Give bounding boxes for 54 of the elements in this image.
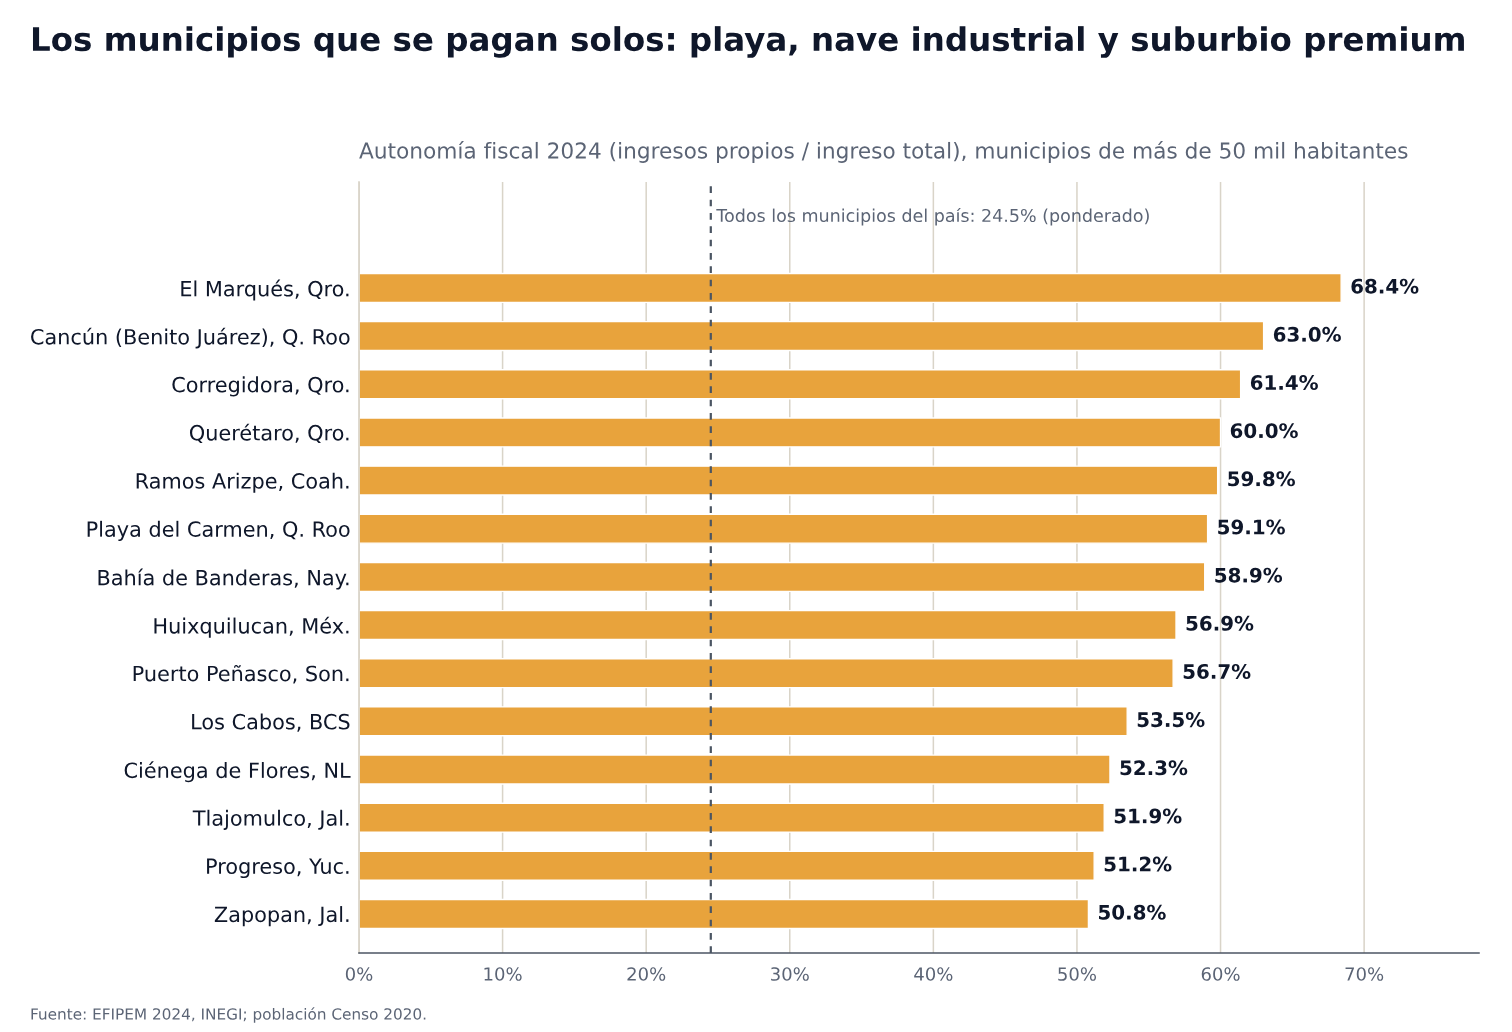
bar <box>359 850 1095 881</box>
y-tick-label: El Marqués, Qro. <box>181 279 349 301</box>
y-tick-label: Zapopan, Jal. <box>214 906 349 927</box>
y-tick-label: Puerto Peñasco, Son. <box>133 664 349 684</box>
y-tick-label: Playa del Carmen, Q. Roo <box>87 520 350 541</box>
x-tick-label: 50% <box>1058 967 1097 981</box>
data-label: 56.7% <box>1183 663 1251 679</box>
source-note: Fuente: EFIPEM 2024, INEGI; población Censo 2020. <box>31 1007 426 1023</box>
y-tick-label: Los Cabos, BCS <box>192 713 350 732</box>
data-label: 59.1% <box>1218 519 1285 535</box>
bar <box>359 320 1265 352</box>
bar <box>359 465 1219 496</box>
data-label: 59.8% <box>1228 471 1295 487</box>
data-label: 60.0% <box>1230 423 1298 439</box>
y-tick-label: Tlajomulco, Jal. <box>192 809 349 830</box>
bar <box>359 898 1090 930</box>
bar <box>359 272 1342 304</box>
data-label: 50.8% <box>1099 904 1166 920</box>
bar <box>359 802 1105 833</box>
bar <box>359 561 1206 593</box>
data-label: 52.3% <box>1120 760 1188 776</box>
y-tick-label: Bahía de Banderas, Nay. <box>98 568 349 590</box>
y-tick-label: Ciénega de Flores, NL <box>124 761 351 783</box>
chart-subtitle: Autonomía fiscal 2024 (ingresos propios / ingreso total), municipios de más de 50 mil habitantes <box>359 141 1408 163</box>
data-label: 61.4% <box>1250 375 1318 391</box>
bar <box>359 609 1177 641</box>
ref-line-label: Todos los municipios del país: 24.5% (ponderado) <box>716 207 1149 226</box>
x-tick-label: 40% <box>914 967 953 981</box>
data-label: 68.4% <box>1351 278 1419 294</box>
data-label: 51.2% <box>1104 856 1172 872</box>
bar <box>359 513 1209 544</box>
bar <box>359 706 1128 737</box>
bar <box>359 369 1242 400</box>
y-tick-label: Huixquilucan, Méx. <box>154 616 349 638</box>
bar <box>359 754 1111 785</box>
y-tick-label: Querétaro, Qro. <box>189 423 349 444</box>
x-tick-label: 60% <box>1201 967 1240 981</box>
data-label: 53.5% <box>1137 712 1205 728</box>
data-label: 58.9% <box>1215 567 1283 583</box>
y-tick-label: Progreso, Yuc. <box>207 858 349 879</box>
x-tick-label: 70% <box>1345 967 1384 981</box>
data-label: 56.9% <box>1186 615 1254 631</box>
y-tick-label: Ramos Arizpe, Coah. <box>136 472 349 493</box>
x-tick-label: 0% <box>345 967 373 981</box>
x-tick-label: 30% <box>771 967 809 981</box>
bar <box>359 417 1222 448</box>
data-label: 51.9% <box>1114 808 1182 824</box>
data-label: 63.0% <box>1273 326 1341 342</box>
x-tick-label: 20% <box>627 967 666 981</box>
bar <box>359 658 1174 689</box>
y-tick-label: Corregidora, Qro. <box>172 376 349 397</box>
x-tick-label: 10% <box>484 967 522 981</box>
chart-title: Los municipios que se pagan solos: playa, nave industrial y suburbio premium <box>32 26 1464 58</box>
y-tick-label: Cancún (Benito Juárez), Q. Roo <box>31 327 350 349</box>
